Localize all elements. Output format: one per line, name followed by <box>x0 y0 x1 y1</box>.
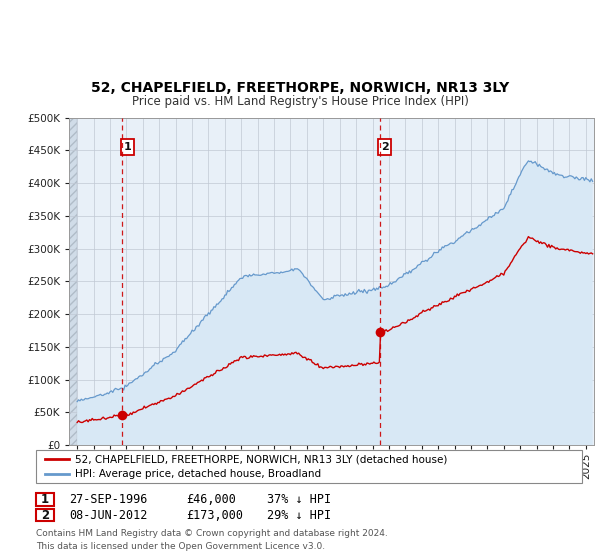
Text: 52, CHAPELFIELD, FREETHORPE, NORWICH, NR13 3LY: 52, CHAPELFIELD, FREETHORPE, NORWICH, NR… <box>91 81 509 95</box>
Text: 1: 1 <box>41 493 49 506</box>
Text: Contains HM Land Registry data © Crown copyright and database right 2024.
This d: Contains HM Land Registry data © Crown c… <box>36 529 388 550</box>
Text: 29% ↓ HPI: 29% ↓ HPI <box>267 508 331 522</box>
Text: Price paid vs. HM Land Registry's House Price Index (HPI): Price paid vs. HM Land Registry's House … <box>131 95 469 108</box>
Text: 1: 1 <box>124 142 131 152</box>
Text: £173,000: £173,000 <box>186 508 243 522</box>
Text: HPI: Average price, detached house, Broadland: HPI: Average price, detached house, Broa… <box>75 469 321 479</box>
Text: 2: 2 <box>41 508 49 522</box>
Text: 08-JUN-2012: 08-JUN-2012 <box>69 508 148 522</box>
Text: 52, CHAPELFIELD, FREETHORPE, NORWICH, NR13 3LY (detached house): 52, CHAPELFIELD, FREETHORPE, NORWICH, NR… <box>75 454 448 464</box>
Text: 37% ↓ HPI: 37% ↓ HPI <box>267 493 331 506</box>
Text: 2: 2 <box>381 142 389 152</box>
Text: £46,000: £46,000 <box>186 493 236 506</box>
Text: 27-SEP-1996: 27-SEP-1996 <box>69 493 148 506</box>
